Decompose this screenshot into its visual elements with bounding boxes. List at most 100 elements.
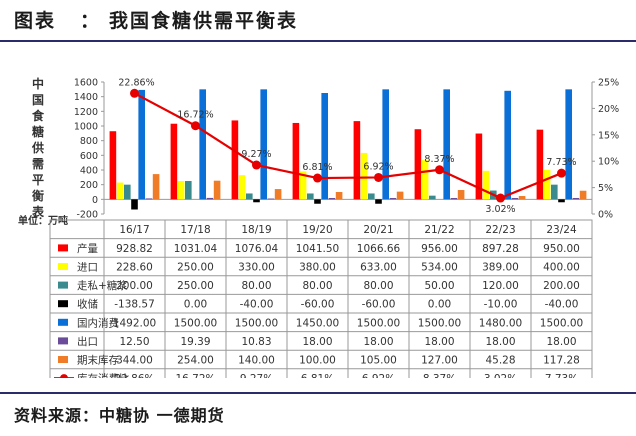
bar-走私+糖浆-23/24 <box>551 184 558 200</box>
y-axis-title-char: 国 <box>32 93 44 107</box>
y-axis-title-char: 中 <box>32 76 44 91</box>
table-cell: 200.00 <box>543 280 580 292</box>
bar-出口-19/20 <box>328 198 336 200</box>
bar-出口-21/22 <box>450 198 458 200</box>
line-point <box>374 172 383 182</box>
table-cell: 45.28 <box>485 355 515 367</box>
y2-tick-label: 25% <box>598 78 619 89</box>
bar-进口-18/19 <box>238 175 246 200</box>
y2-tick-label: 10% <box>598 157 619 168</box>
table-cell: 400.00 <box>543 262 580 274</box>
table-cell: 22.86% <box>114 373 154 378</box>
y-axis-title-char: 平 <box>32 173 44 187</box>
category-label: 17/18 <box>180 224 210 236</box>
table-cell: 18.00 <box>424 336 454 348</box>
table-cell: 389.00 <box>482 262 519 274</box>
category-label: 22/23 <box>485 224 515 236</box>
table-cell: 105.00 <box>360 355 397 367</box>
y-tick-label: 1400 <box>74 92 98 103</box>
bar-收储-18/19 <box>253 199 260 203</box>
table-cell: 1480.00 <box>479 317 522 329</box>
bar-期末库存-19/20 <box>335 192 343 200</box>
table-cell: 1500.00 <box>174 317 217 329</box>
table-cell: 1031.04 <box>174 243 218 255</box>
line-data-label: 6.81% <box>302 162 332 173</box>
table-cell: 0.00 <box>184 299 207 311</box>
bar-进口-17/18 <box>177 181 185 200</box>
bar-国内消费-18/19 <box>260 89 267 200</box>
table-cell: 50.00 <box>424 280 454 292</box>
y-axis-title-char: 糖 <box>32 124 44 139</box>
line-data-label: 22.86% <box>118 77 154 88</box>
legend-swatch <box>58 300 68 308</box>
bar-期末库存-17/18 <box>213 180 221 200</box>
title-subtitle: 我国食糖供需平衡表 <box>109 10 299 32</box>
bar-走私+糖浆-21/22 <box>429 195 436 200</box>
y-tick-label: 600 <box>80 151 98 162</box>
legend-swatch <box>58 356 68 363</box>
table-cell: -60.00 <box>362 299 396 311</box>
bar-走私+糖浆-16/17 <box>124 184 131 200</box>
legend-swatch <box>58 337 68 345</box>
y2-tick-label: 20% <box>598 104 619 115</box>
bar-进口-19/20 <box>299 171 307 200</box>
table-cell: 1492.00 <box>113 317 156 329</box>
y-tick-label: 1600 <box>74 78 98 89</box>
footer-divider <box>0 392 636 394</box>
line-库存消费比 <box>133 92 562 200</box>
table-cell: 534.00 <box>421 262 458 274</box>
table-cell: 80.00 <box>302 280 332 292</box>
bar-国内消费-19/20 <box>321 93 328 200</box>
table-cell: 1066.66 <box>357 243 401 255</box>
table-cell: 100.00 <box>299 355 336 367</box>
table-cell: 254.00 <box>177 355 214 367</box>
table-cell: 8.37% <box>423 373 456 378</box>
unit-label: 单位：万吨 <box>18 214 68 227</box>
bar-产量-17/18 <box>170 123 178 200</box>
table-cell: 250.00 <box>177 280 214 292</box>
table-cell: 380.00 <box>299 262 336 274</box>
table-cell: 18.00 <box>302 336 332 348</box>
category-label: 19/20 <box>302 224 332 236</box>
y-tick-label: 1200 <box>74 107 98 118</box>
line-data-label: 6.92% <box>363 161 393 172</box>
bar-国内消费-23/24 <box>565 89 572 200</box>
table-cell: 18.00 <box>363 336 393 348</box>
bar-期末库存-18/19 <box>274 189 282 200</box>
bar-产量-20/21 <box>353 121 361 200</box>
table-cell: 1076.04 <box>235 243 279 255</box>
title-colon: ： <box>80 10 102 32</box>
legend-swatch <box>58 281 68 289</box>
line-point <box>252 160 261 170</box>
bar-国内消费-22/23 <box>504 90 511 200</box>
table-cell: 1500.00 <box>357 317 400 329</box>
page-title: 图表 ： 我国食糖供需平衡表 <box>14 6 298 33</box>
source-label: 资料来源： <box>14 406 100 425</box>
bar-出口-17/18 <box>206 197 214 200</box>
y-tick-label: 400 <box>80 166 98 177</box>
table-cell: 80.00 <box>363 280 393 292</box>
y-tick-label: 1000 <box>74 122 98 133</box>
legend-label: 收储 <box>77 298 98 311</box>
bar-国内消费-16/17 <box>138 89 145 200</box>
table-border <box>49 219 593 378</box>
table-cell: -40.00 <box>240 299 274 311</box>
y-axis-title-char: 衡 <box>32 188 44 203</box>
bar-走私+糖浆-18/19 <box>246 193 253 200</box>
y2-tick-label: 5% <box>598 183 613 194</box>
y-tick-label: 0 <box>92 195 98 206</box>
line-point <box>496 193 505 203</box>
line-data-label: 16.72% <box>177 110 213 121</box>
source-value: 中糖协 一德期货 <box>99 406 225 425</box>
table-cell: -138.57 <box>114 299 155 311</box>
table-cell: 80.00 <box>241 280 271 292</box>
legend-label: 出口 <box>77 335 98 348</box>
bar-进口-22/23 <box>482 170 490 200</box>
bar-国内消费-21/22 <box>443 89 450 200</box>
table-cell: -60.00 <box>301 299 335 311</box>
line-data-label: 7.73% <box>546 157 576 168</box>
bar-产量-16/17 <box>109 131 117 200</box>
table-cell: 19.39 <box>180 336 210 348</box>
bar-期末库存-20/21 <box>396 191 404 200</box>
